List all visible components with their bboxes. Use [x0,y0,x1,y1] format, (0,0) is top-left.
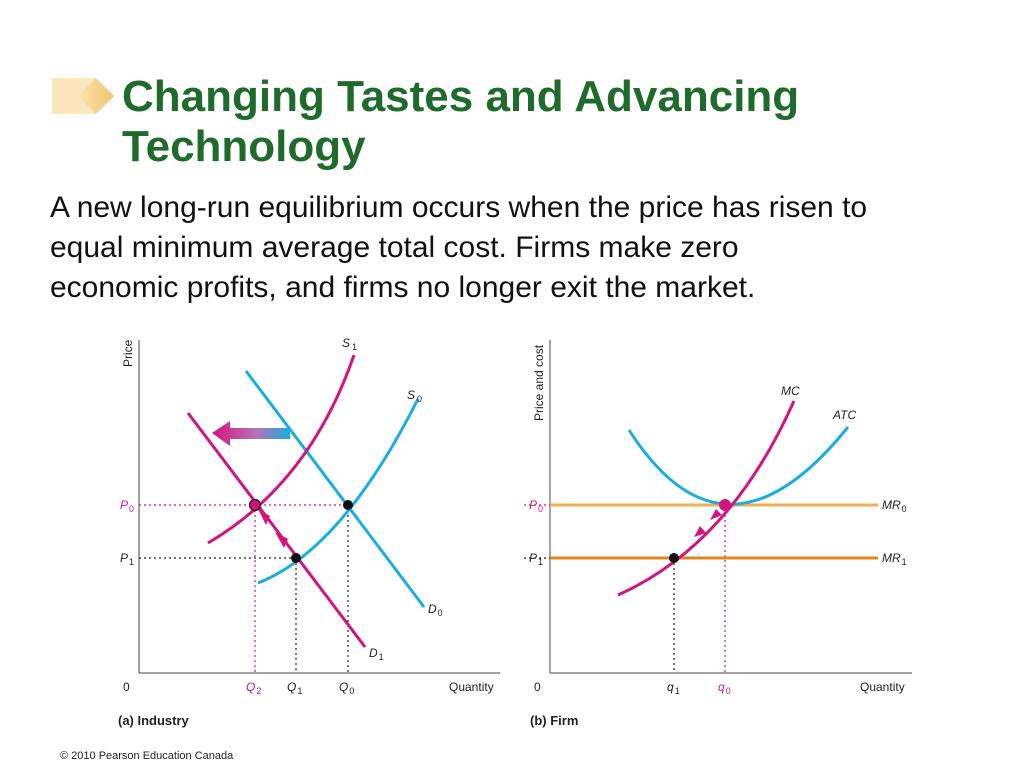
firm-mr0-label: MR0 [882,498,907,514]
industry-p1-label: P1 [120,551,134,567]
firm-p0-label: P0 [529,498,543,514]
industry-intermediate-equilibrium-point [291,553,301,563]
industry-demand-d0-curve [244,370,426,608]
industry-x-axis-label: Quantity [449,680,494,694]
industry-origin-label: 0 [123,680,130,694]
body-line-1: A new long-run equilibrium occurs when t… [50,191,868,224]
firm-p1-label: P1 [529,551,543,567]
firm-mr1-label: MR1 [882,551,907,567]
industry-caption: (a) Industry [118,713,190,728]
title-bullet-icon [52,78,114,114]
firm-q1-label: q1 [667,680,680,696]
title-line-1: Changing Tastes and Advancing [122,72,800,121]
firm-atc-label: ATC [832,408,856,422]
body-line-2: equal minimum average total cost. Firms … [50,231,739,264]
firm-q0-label: q0 [718,680,731,696]
industry-d0-label: D0 [428,602,443,618]
firm-atc-curve [627,426,850,506]
industry-d1-label: D1 [369,646,384,662]
industry-y-axis-label: Price [121,339,135,367]
body-line-3: economic profits, and firms no longer ex… [50,271,756,304]
firm-mc-curve [617,400,796,597]
panel-firm: Price and cost Quantity 0 MC ATC MR0 MR1… [524,340,912,728]
industry-original-equilibrium-point [343,500,353,510]
firm-y-axis-label: Price and cost [532,344,546,421]
firm-mc-label: MC [781,384,800,398]
copyright-footer: © 2010 Pearson Education Canada [60,750,234,762]
industry-adjustment-arrow-2 [258,509,270,525]
industry-supply-s0-curve [257,398,420,585]
industry-q2-label: Q2 [246,680,261,696]
industry-q1-label: Q1 [287,680,302,696]
title-line-2: Technology [122,122,366,171]
industry-p0-label: P0 [120,498,134,514]
firm-x-axis-label: Quantity [860,680,905,694]
industry-supply-shift-arrow [212,421,290,446]
firm-intermediate-point [669,553,679,563]
firm-equilibrium-point [719,499,731,511]
industry-new-equilibrium-point [248,498,262,512]
slide-body: A new long-run equilibrium occurs when t… [50,188,1000,308]
industry-q0-label: Q0 [339,680,354,696]
firm-adjustment-arrow-2 [710,509,722,520]
firm-adjustment-arrow-1 [694,526,706,537]
firm-origin-label: 0 [534,680,541,694]
firm-caption: (b) Firm [530,713,578,728]
industry-supply-s1-curve [207,354,356,545]
industry-demand-d1-curve [186,412,367,648]
slide-title: Changing Tastes and Advancing Technology [122,72,982,172]
industry-adjustment-arrow-1 [275,532,288,548]
